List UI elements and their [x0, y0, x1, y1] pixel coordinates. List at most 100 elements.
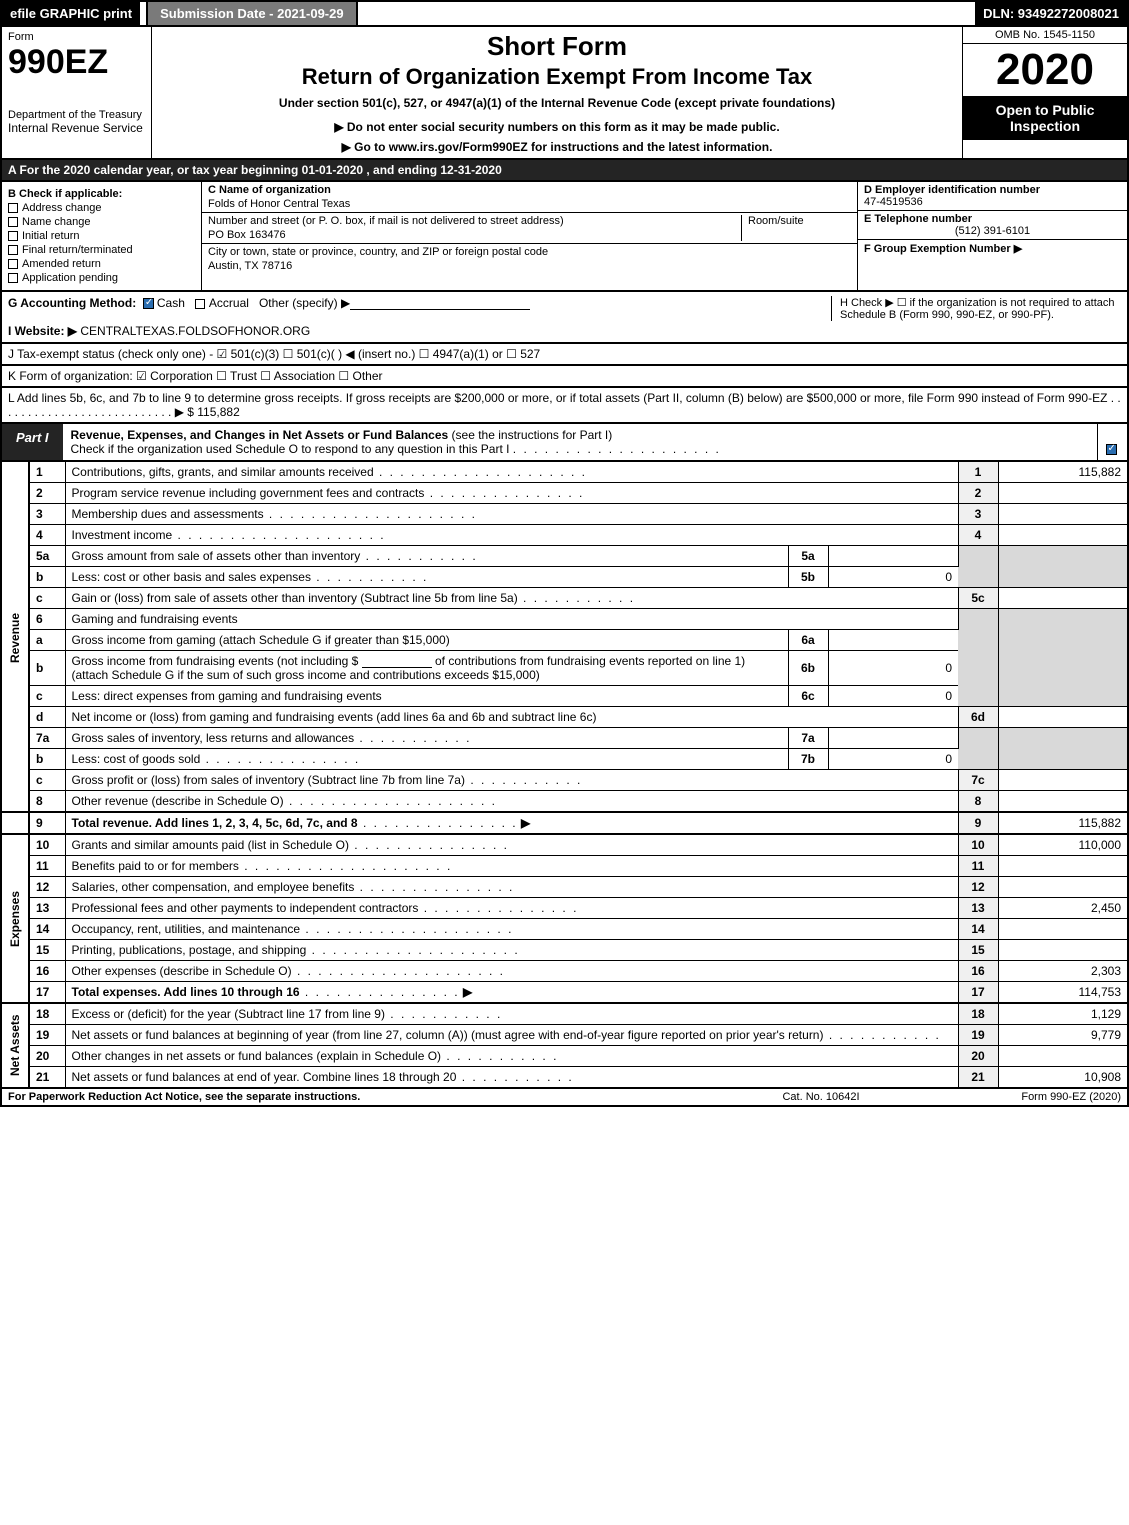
sidebar-expenses: Expenses — [1, 834, 29, 1003]
chk-amended-return[interactable]: Amended return — [8, 258, 195, 270]
org-name: Folds of Honor Central Texas — [208, 198, 851, 210]
website-label: I Website: ▶ — [8, 324, 77, 338]
line-3-text: Membership dues and assessments — [72, 507, 264, 521]
line-3-num: 3 — [29, 504, 65, 525]
line-1-amount: 115,882 — [998, 462, 1128, 483]
open-to-public: Open to Public Inspection — [963, 96, 1127, 140]
chk-name-change[interactable]: Name change — [8, 216, 195, 228]
line-6d-amount — [998, 707, 1128, 728]
line-6a-text: Gross income from gaming (attach Schedul… — [72, 633, 450, 647]
line-j: J Tax-exempt status (check only one) - ☑… — [0, 344, 1129, 366]
header-left: Form 990EZ Department of the Treasury In… — [2, 27, 152, 158]
line-21-box: 21 — [958, 1067, 998, 1089]
city-label: City or town, state or province, country… — [208, 246, 851, 258]
line-6c-text: Less: direct expenses from gaming and fu… — [72, 689, 382, 703]
address-label: Number and street (or P. O. box, if mail… — [208, 215, 741, 227]
part1-header: Part I Revenue, Expenses, and Changes in… — [0, 424, 1129, 462]
chk-cash[interactable] — [143, 298, 154, 309]
dln-label: DLN: 93492272008021 — [975, 2, 1127, 25]
line-1-box: 1 — [958, 462, 998, 483]
line-g-h: G Accounting Method: Cash Accrual Other … — [0, 292, 1129, 344]
chk-application-pending[interactable]: Application pending — [8, 272, 195, 284]
line-6d-box: 6d — [958, 707, 998, 728]
catalog-number: Cat. No. 10642I — [721, 1091, 921, 1103]
line-l: L Add lines 5b, 6c, and 7b to line 9 to … — [0, 388, 1129, 424]
line-6a-sub: 6a — [788, 630, 828, 651]
line-8-box: 8 — [958, 791, 998, 813]
line-20-text: Other changes in net assets or fund bala… — [72, 1049, 442, 1063]
line-5b-subamt: 0 — [828, 567, 958, 588]
line-5c-box: 5c — [958, 588, 998, 609]
line-17-amount: 114,753 — [998, 982, 1128, 1004]
line-5a-sub: 5a — [788, 546, 828, 567]
irs-link-note: ▶ Go to www.irs.gov/Form990EZ for instru… — [160, 140, 954, 154]
line-19-num: 19 — [29, 1025, 65, 1046]
other-method-input[interactable] — [350, 298, 530, 310]
line-2-box: 2 — [958, 483, 998, 504]
line-6c-sub: 6c — [788, 686, 828, 707]
line-21-num: 21 — [29, 1067, 65, 1089]
line-7b-text: Less: cost of goods sold — [72, 752, 201, 766]
line-4-amount — [998, 525, 1128, 546]
line-3-box: 3 — [958, 504, 998, 525]
line-8-text: Other revenue (describe in Schedule O) — [72, 794, 284, 808]
chk-initial-return[interactable]: Initial return — [8, 230, 195, 242]
line-18-box: 18 — [958, 1003, 998, 1025]
line-6a-subamt — [828, 630, 958, 651]
phone-label: E Telephone number — [864, 213, 1121, 225]
line-12-box: 12 — [958, 877, 998, 898]
sidebar-revenue: Revenue — [1, 462, 29, 812]
line-16-text: Other expenses (describe in Schedule O) — [72, 964, 292, 978]
sidebar-net-assets: Net Assets — [1, 1003, 29, 1088]
line-7a-text: Gross sales of inventory, less returns a… — [72, 731, 355, 745]
line-18-num: 18 — [29, 1003, 65, 1025]
line-13-text: Professional fees and other payments to … — [72, 901, 419, 915]
top-bar: efile GRAPHIC print Submission Date - 20… — [0, 0, 1129, 27]
chk-final-return[interactable]: Final return/terminated — [8, 244, 195, 256]
line-18-amount: 1,129 — [998, 1003, 1128, 1025]
line-16-amount: 2,303 — [998, 961, 1128, 982]
line-11-text: Benefits paid to or for members — [72, 859, 239, 873]
info-block: B Check if applicable: Address change Na… — [0, 182, 1129, 292]
line-7c-num: c — [29, 770, 65, 791]
efile-print-button[interactable]: efile GRAPHIC print — [2, 2, 140, 25]
chk-schedule-o[interactable] — [1106, 444, 1117, 455]
line-7b-num: b — [29, 749, 65, 770]
line-5b-sub: 5b — [788, 567, 828, 588]
chk-address-change[interactable]: Address change — [8, 202, 195, 214]
irs-label: Internal Revenue Service — [8, 121, 145, 135]
address: PO Box 163476 — [208, 229, 741, 241]
line-17-box: 17 — [958, 982, 998, 1004]
line-6d-text: Net income or (loss) from gaming and fun… — [72, 710, 597, 724]
paperwork-notice: For Paperwork Reduction Act Notice, see … — [8, 1091, 721, 1103]
chk-accrual[interactable] — [195, 299, 205, 309]
box-d-e-f: D Employer identification number 47-4519… — [857, 182, 1127, 290]
form-ref: Form 990-EZ (2020) — [921, 1091, 1121, 1103]
part1-title: Revenue, Expenses, and Changes in Net As… — [71, 428, 449, 442]
line-14-num: 14 — [29, 919, 65, 940]
line-17-num: 17 — [29, 982, 65, 1004]
ein: 47-4519536 — [864, 196, 1121, 208]
line-20-num: 20 — [29, 1046, 65, 1067]
line-7b-sub: 7b — [788, 749, 828, 770]
room-suite-label: Room/suite — [741, 215, 851, 241]
line-6-text: Gaming and fundraising events — [65, 609, 958, 630]
line-6b-blank[interactable] — [362, 656, 432, 668]
line-5c-text: Gain or (loss) from sale of assets other… — [72, 591, 518, 605]
line-13-box: 13 — [958, 898, 998, 919]
part1-title-note: (see the instructions for Part I) — [452, 428, 613, 442]
line-14-amount — [998, 919, 1128, 940]
line-4-text: Investment income — [72, 528, 173, 542]
line-6c-num: c — [29, 686, 65, 707]
website-value: CENTRALTEXAS.FOLDSOFHONOR.ORG — [80, 324, 310, 338]
line-19-box: 19 — [958, 1025, 998, 1046]
line-10-box: 10 — [958, 834, 998, 856]
phone: (512) 391-6101 — [864, 225, 1121, 237]
line-11-amount — [998, 856, 1128, 877]
line-5a-subamt — [828, 546, 958, 567]
line-3-amount — [998, 504, 1128, 525]
line-6b-num: b — [29, 651, 65, 686]
ssn-warning: ▶ Do not enter social security numbers o… — [160, 120, 954, 134]
department-label: Department of the Treasury — [8, 109, 145, 121]
line-1-text: Contributions, gifts, grants, and simila… — [72, 465, 374, 479]
